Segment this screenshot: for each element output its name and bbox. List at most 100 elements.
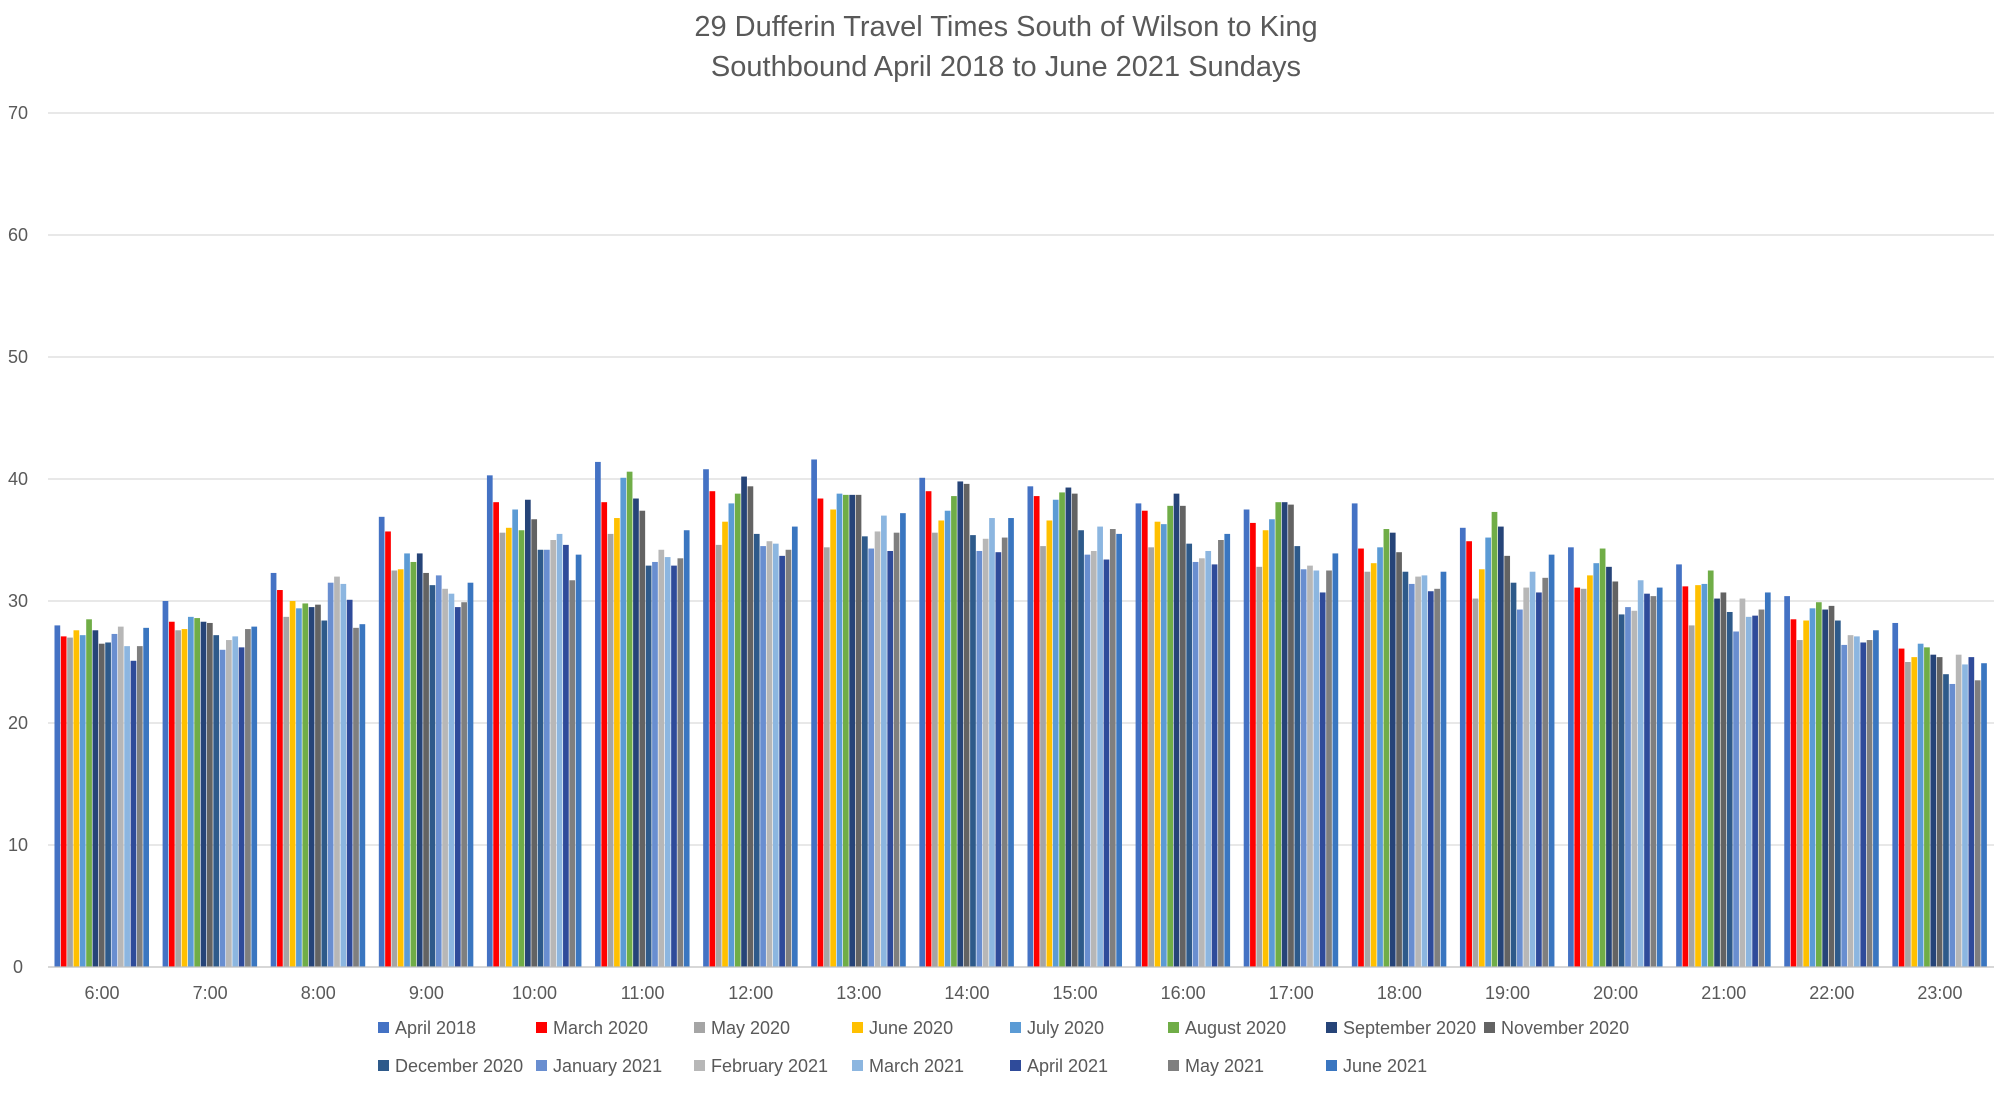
bar — [54, 625, 61, 967]
bar — [1644, 593, 1650, 967]
bar — [544, 549, 550, 967]
bar — [1529, 571, 1536, 967]
bar — [639, 510, 646, 967]
y-axis-tick-labels: 0 10 20 30 40 50 60 70 — [8, 103, 28, 977]
bar — [181, 629, 188, 967]
bar — [1593, 563, 1600, 967]
bar — [467, 582, 474, 967]
bar — [124, 646, 130, 967]
bar — [1199, 558, 1205, 967]
x-tick-label: 23:00 — [1917, 983, 1962, 1003]
bar — [575, 554, 582, 967]
bar — [874, 531, 881, 967]
bar — [1510, 582, 1517, 967]
bar — [416, 553, 423, 967]
bar — [1180, 505, 1186, 967]
bar — [1930, 654, 1937, 967]
bar — [1542, 577, 1549, 967]
bar — [111, 633, 118, 967]
bar — [1294, 546, 1301, 967]
legend-label: March 2020 — [553, 1018, 648, 1038]
y-tick-label: 60 — [8, 225, 28, 245]
bar — [346, 599, 353, 967]
bar — [1377, 547, 1383, 967]
bar — [1071, 493, 1078, 967]
bar — [1211, 564, 1218, 967]
bar — [1001, 537, 1008, 967]
bar — [461, 602, 467, 967]
bar — [976, 550, 983, 967]
bar — [359, 624, 366, 967]
bar — [168, 621, 175, 967]
bar — [194, 618, 201, 967]
bar — [658, 549, 665, 967]
bar — [1040, 546, 1046, 967]
bar — [245, 629, 251, 967]
bar — [251, 626, 258, 967]
bar — [531, 519, 538, 967]
bar — [283, 616, 290, 967]
bar — [60, 636, 67, 967]
bar — [1835, 620, 1841, 967]
bar — [1332, 553, 1339, 967]
bar — [219, 649, 226, 967]
bar — [334, 576, 340, 967]
bar — [442, 588, 448, 967]
bar — [1860, 642, 1867, 967]
legend-label: November 2020 — [1501, 1018, 1629, 1038]
bar — [207, 622, 213, 967]
bar — [117, 626, 124, 967]
bar — [86, 619, 92, 967]
bar — [1262, 530, 1269, 967]
bar — [1224, 533, 1231, 967]
bar — [1027, 486, 1034, 967]
bar — [1917, 643, 1924, 967]
bar — [1173, 493, 1180, 967]
bar — [537, 549, 544, 967]
bar — [1408, 583, 1415, 967]
bar — [722, 521, 728, 967]
x-tick-label: 11:00 — [621, 983, 665, 1003]
bar — [811, 459, 817, 967]
bar — [734, 493, 741, 967]
y-tick-label: 0 — [13, 957, 23, 977]
bar — [1682, 586, 1689, 967]
bar — [1160, 524, 1167, 967]
bar — [391, 570, 398, 967]
bar — [277, 590, 283, 967]
bar — [1186, 543, 1193, 967]
bar — [1383, 529, 1390, 967]
bar — [1427, 591, 1434, 967]
bar — [944, 510, 951, 967]
x-tick-label: 15:00 — [1053, 983, 1098, 1003]
bar — [626, 471, 633, 967]
bar — [1148, 547, 1154, 967]
bar — [385, 531, 391, 967]
bar — [92, 630, 99, 967]
bar — [893, 532, 900, 967]
bar — [1949, 683, 1956, 967]
bar — [1752, 615, 1758, 967]
bar — [1243, 509, 1250, 967]
bar — [1103, 559, 1110, 967]
bar — [620, 477, 627, 967]
bar — [957, 481, 964, 967]
bar — [1548, 554, 1555, 967]
bar — [1523, 587, 1530, 967]
bar — [1389, 532, 1396, 967]
bar — [448, 593, 455, 967]
bar — [1974, 680, 1981, 967]
bar — [79, 635, 86, 967]
y-tick-label: 10 — [8, 835, 28, 855]
bar — [550, 540, 557, 967]
bar — [423, 572, 429, 967]
bar — [1109, 529, 1116, 967]
bar — [1701, 583, 1708, 967]
bar — [1580, 588, 1587, 967]
legend-swatch — [1484, 1022, 1495, 1033]
y-tick-label: 50 — [8, 347, 28, 367]
bar — [67, 637, 73, 967]
bar — [747, 486, 754, 967]
bar — [315, 604, 321, 967]
bar — [1478, 569, 1485, 967]
